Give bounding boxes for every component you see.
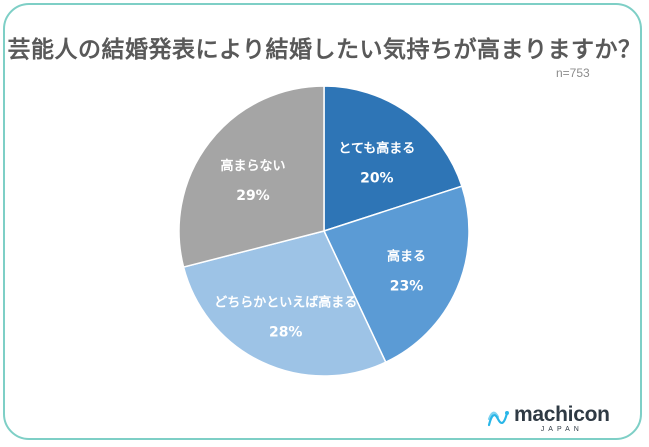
- slice-value-2: 28%: [269, 324, 303, 340]
- slice-label-3: 高まらない: [220, 158, 285, 174]
- slice-label-0: とても高まる: [338, 140, 415, 156]
- pie-slice-0: [323, 85, 463, 233]
- pie-slice-2: [182, 230, 387, 377]
- sample-size-label: n=753: [556, 66, 590, 80]
- slice-label-2: どちらかといえば高まる: [214, 294, 357, 310]
- machicon-mark-icon: [487, 410, 509, 426]
- pie-slice-3: [178, 85, 325, 268]
- logo-wordmark: machicon: [514, 403, 610, 426]
- chart-title: 芸能人の結婚発表により結婚したい気持ちが高まりますか？: [7, 37, 642, 63]
- slice-value-0: 20%: [360, 170, 394, 186]
- slice-label-1: 高まる: [387, 249, 426, 265]
- slice-value-1: 23%: [390, 279, 424, 295]
- slice-value-3: 29%: [236, 188, 270, 204]
- machicon-logo: machicon JAPAN: [486, 404, 610, 433]
- logo-subtext: JAPAN: [540, 426, 583, 433]
- pie-slice-1: [322, 185, 470, 364]
